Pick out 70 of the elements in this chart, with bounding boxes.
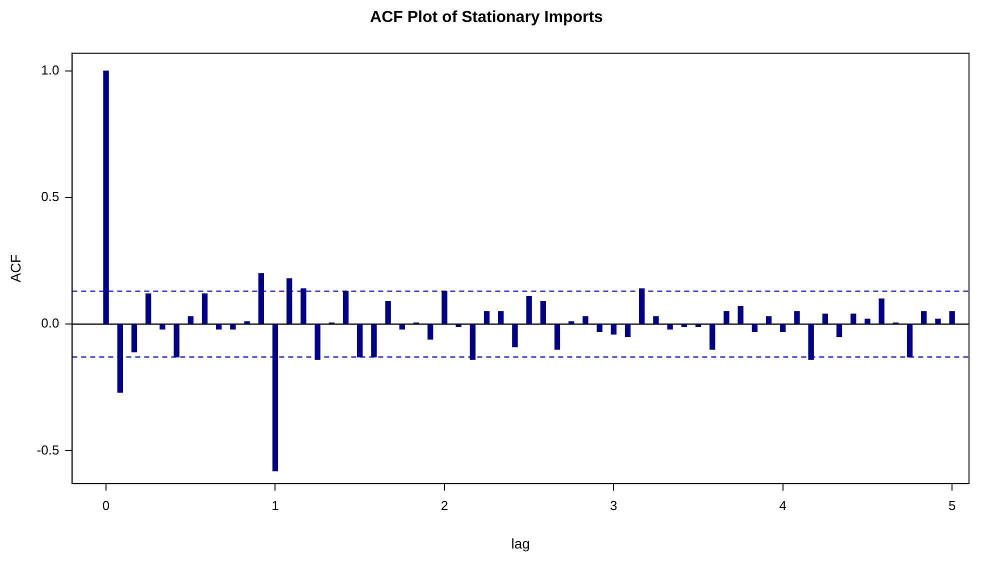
bar	[244, 321, 250, 324]
bar	[850, 314, 856, 324]
bar	[624, 324, 631, 338]
bar	[836, 324, 842, 338]
bar	[357, 324, 363, 358]
y-tick-label: -0.5	[36, 442, 60, 458]
x-tick-label: 2	[440, 498, 448, 513]
bar	[540, 300, 546, 324]
bar	[794, 311, 800, 324]
bar	[300, 288, 306, 324]
bar	[146, 293, 152, 324]
bar	[202, 293, 208, 324]
bar	[808, 324, 814, 360]
bar	[314, 324, 320, 360]
bar	[639, 288, 645, 324]
x-tick-label: 1	[272, 498, 279, 513]
y-tick-label: 0.0	[41, 316, 60, 331]
bar	[935, 318, 941, 324]
bar	[610, 324, 616, 335]
bar	[188, 316, 194, 324]
bar	[949, 311, 955, 324]
bar	[738, 306, 744, 324]
bar	[568, 321, 574, 324]
x-axis-title: lag	[511, 535, 530, 552]
bar	[286, 278, 292, 324]
bar	[399, 324, 405, 330]
bar	[667, 324, 673, 330]
bar	[653, 316, 659, 324]
bar	[766, 316, 772, 324]
bar	[596, 324, 602, 332]
bar	[371, 324, 377, 358]
y-tick-label: 1.0	[41, 62, 60, 78]
bar	[695, 324, 702, 327]
x-tick-label: 4	[779, 498, 786, 513]
bar	[484, 311, 490, 324]
bar	[131, 324, 138, 352]
bar	[342, 290, 349, 324]
bar	[921, 311, 927, 324]
bar	[258, 273, 264, 324]
bar	[470, 324, 476, 360]
bar	[442, 290, 448, 324]
bar	[864, 318, 870, 324]
bar	[724, 311, 730, 324]
bar	[710, 324, 716, 350]
x-tick-label: 0	[102, 498, 110, 513]
bar	[456, 324, 462, 327]
x-tick-label: 5	[948, 498, 956, 513]
bar	[526, 296, 532, 324]
bar	[230, 324, 236, 330]
chart-title: ACF Plot of Stationary Imports	[370, 9, 604, 26]
bar	[428, 324, 434, 340]
bar	[582, 316, 588, 324]
bar	[512, 324, 518, 348]
y-tick-label: 0.5	[41, 189, 60, 204]
bar	[780, 324, 786, 332]
bar	[117, 324, 123, 393]
bar	[752, 324, 758, 332]
bar	[498, 311, 504, 324]
bar	[272, 324, 278, 472]
bar	[216, 324, 222, 330]
bar	[681, 324, 688, 327]
bar	[385, 300, 391, 324]
bar	[822, 314, 828, 324]
bar	[554, 324, 560, 350]
y-axis-title: ACF	[7, 254, 24, 282]
x-tick-label: 3	[610, 498, 618, 513]
bar	[174, 324, 180, 358]
bar	[160, 324, 166, 330]
bar	[906, 324, 913, 358]
bar	[878, 298, 884, 324]
